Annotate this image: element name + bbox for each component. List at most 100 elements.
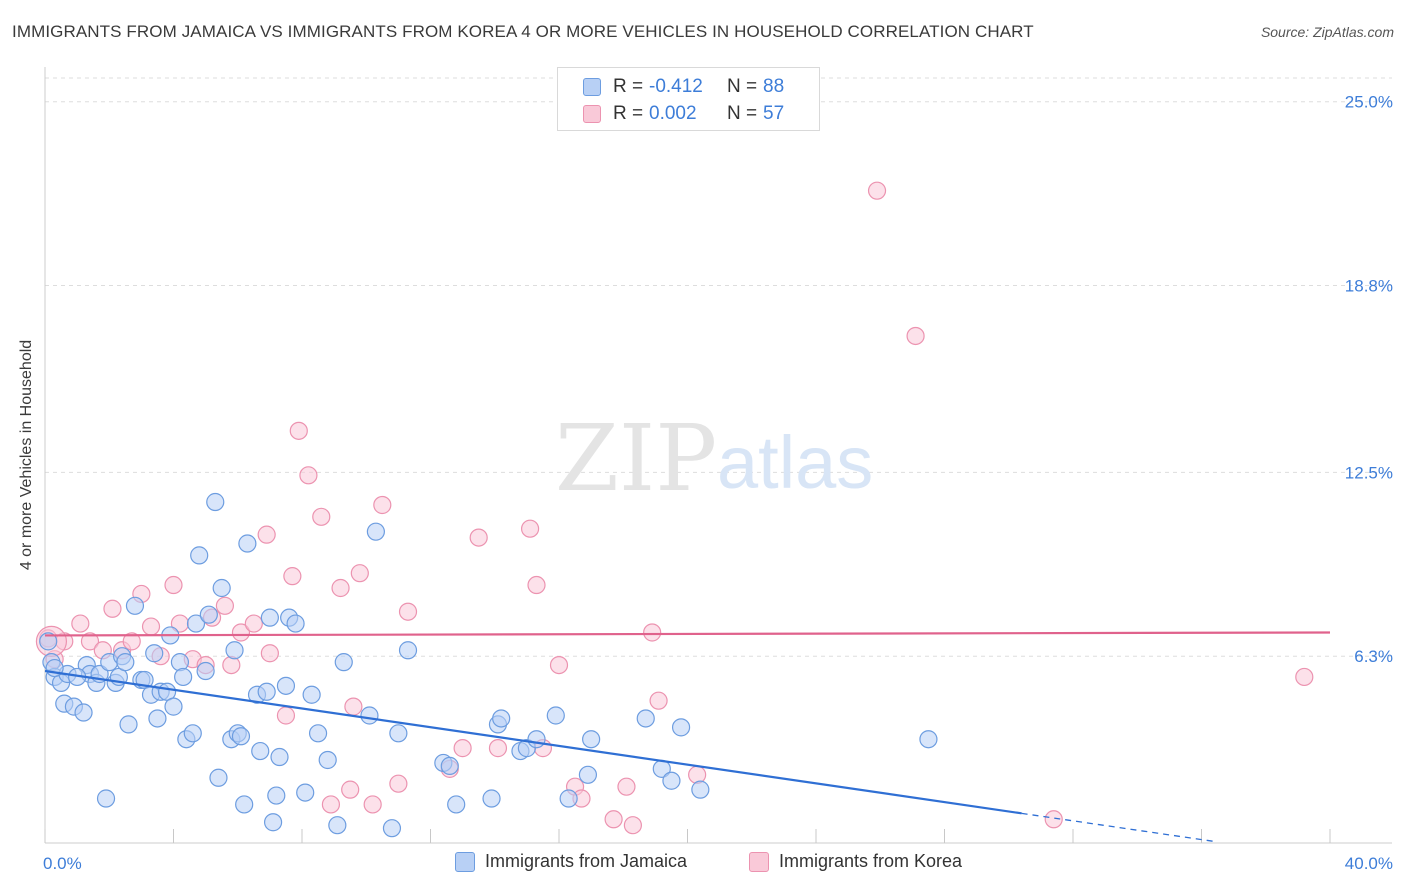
korea-point: [398, 602, 418, 621]
jamaica-point: [328, 816, 347, 835]
watermark: ZIP atlas: [555, 405, 873, 512]
korea-point: [164, 575, 183, 595]
jamaica-trend-line: [44, 669, 1022, 815]
y-tick-label: 18.8%: [1345, 277, 1393, 296]
korea-point: [549, 655, 569, 675]
jamaica-point: [296, 783, 315, 802]
legend-row-korea: R = 0.002 N = 57: [558, 101, 784, 127]
korea-point: [71, 614, 90, 633]
jamaica-point: [199, 605, 218, 624]
legend-item-jamaica[interactable]: Immigrants from Jamaica: [455, 851, 687, 872]
jamaica-point: [190, 546, 209, 565]
korea-point: [488, 739, 508, 758]
jamaica-point: [389, 724, 408, 743]
korea-point: [341, 780, 360, 799]
jamaica-point: [440, 756, 459, 776]
jamaica-point: [186, 614, 206, 633]
korea-r-value: 0.002: [649, 103, 697, 124]
korea-point: [312, 507, 331, 526]
jamaica-point: [398, 641, 418, 660]
korea-point: [122, 632, 141, 651]
korea-point: [321, 795, 341, 814]
chart-title: IMMIGRANTS FROM JAMAICA VS IMMIGRANTS FR…: [12, 22, 1034, 41]
korea-point: [643, 623, 662, 642]
jamaica-point: [360, 706, 379, 725]
korea-point: [215, 596, 234, 615]
legend-row-jamaica: R = -0.412 N = 88: [558, 74, 784, 100]
jamaica-swatch: [583, 78, 601, 96]
series-legend: Immigrants from Jamaica Immigrants from …: [0, 851, 1406, 877]
jamaica-swatch: [455, 851, 475, 872]
correlation-legend: R = -0.412 N = 88 R = 0.002 N = 57: [557, 67, 820, 131]
korea-point: [141, 617, 161, 636]
jamaica-point: [212, 578, 231, 598]
jamaica-point: [662, 771, 681, 790]
jamaica-point: [578, 765, 598, 784]
jamaica-point: [636, 709, 655, 728]
jamaica-point: [302, 685, 321, 704]
legend-label-korea: Immigrants from Korea: [779, 851, 963, 871]
x-tick-label: 40.0%: [1345, 854, 1393, 873]
y-tick-label: 6.3%: [1354, 647, 1393, 666]
korea-trend-line: [44, 631, 1331, 637]
korea-point: [231, 623, 251, 642]
korea-swatch: [583, 105, 601, 123]
jamaica-n-value: 88: [763, 76, 785, 97]
korea-point: [331, 578, 350, 598]
korea-point: [688, 765, 707, 784]
korea-swatch: [749, 851, 769, 872]
legend-label-jamaica: Immigrants from Jamaica: [485, 851, 688, 871]
jamaica-point: [238, 534, 257, 553]
jamaica-point: [334, 653, 353, 672]
jamaica-point: [286, 614, 305, 633]
jamaica-point: [119, 715, 138, 734]
korea-point: [617, 777, 636, 796]
jamaica-point: [116, 653, 135, 672]
korea-point: [389, 774, 408, 793]
korea-point: [906, 326, 925, 346]
korea-point: [527, 575, 546, 595]
jamaica-point: [96, 789, 116, 808]
korea-point: [344, 697, 363, 716]
jamaica-point: [251, 741, 270, 761]
korea-point: [222, 655, 241, 675]
korea-point: [623, 816, 642, 835]
korea-point: [1044, 810, 1063, 829]
korea-point: [350, 564, 369, 583]
jamaica-point: [919, 730, 938, 749]
jamaica-point: [582, 730, 601, 749]
legend-item-korea[interactable]: Immigrants from Korea: [749, 851, 962, 872]
jamaica-point: [527, 730, 546, 749]
jamaica-point: [225, 641, 244, 660]
jamaica-point: [671, 718, 691, 737]
korea-point: [453, 739, 472, 758]
jamaica-point: [382, 819, 402, 838]
korea-point: [373, 495, 392, 515]
korea-point: [244, 614, 263, 633]
korea-point: [604, 810, 623, 829]
x-tick-label: 0.0%: [43, 854, 82, 873]
tick-labels: 6.3% 12.5% 18.8% 25.0% 0.0% 40.0%: [43, 93, 1393, 873]
jamaica-point: [492, 709, 511, 728]
jamaica-point: [691, 780, 710, 799]
jamaica-point: [257, 682, 276, 701]
jamaica-point: [74, 703, 93, 722]
korea-point: [283, 567, 302, 586]
jamaica-point: [235, 795, 254, 814]
korea-point: [867, 181, 887, 200]
korea-point: [520, 519, 540, 538]
korea-n-value: 57: [763, 103, 785, 124]
korea-point: [289, 421, 308, 440]
korea-point: [363, 795, 382, 814]
jamaica-point: [145, 644, 164, 663]
jamaica-point: [559, 789, 578, 808]
jamaica-point: [276, 676, 296, 695]
jamaica-point: [231, 727, 251, 746]
jamaica-r-value: -0.412: [649, 76, 703, 97]
jamaica-point: [260, 608, 279, 627]
jamaica-point: [270, 747, 289, 767]
jamaica-point: [447, 795, 466, 814]
korea-point: [260, 644, 279, 663]
korea-point: [299, 466, 318, 485]
y-tick-label: 25.0%: [1345, 93, 1393, 112]
